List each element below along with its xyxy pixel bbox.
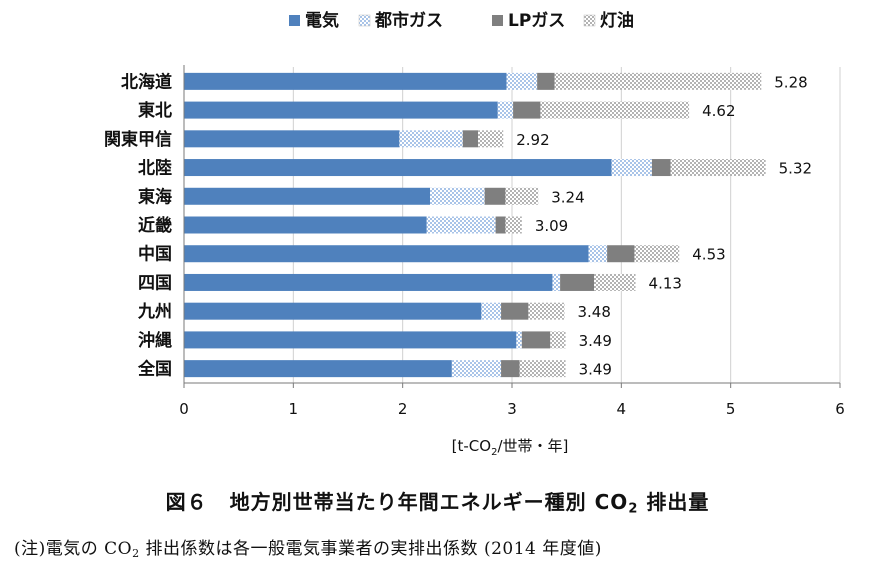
legend-label-2: 都市ガス <box>374 10 443 31</box>
bar-segment-4-10 <box>550 331 566 349</box>
caption-title-subscript: 2 <box>628 501 639 517</box>
bar-segment-2-1 <box>506 72 538 90</box>
legend-swatch-1 <box>289 15 300 26</box>
total-label-9: 3.48 <box>577 303 610 321</box>
legend-label-1: 電気 <box>305 10 339 31</box>
bars <box>184 72 766 378</box>
figure-caption: 図６ 地方別世帯当たり年間エネルギー種別 CO2 排出量 <box>0 486 875 516</box>
bar-segment-1-8 <box>184 273 553 291</box>
x-tick-label-1: 1 <box>289 400 299 418</box>
bar-segment-2-2 <box>497 101 514 119</box>
bar-segment-4-1 <box>554 72 762 90</box>
footnote-subscript: 2 <box>132 546 140 560</box>
legend-label-3: LPガス <box>508 11 565 31</box>
legend-label-4: 灯油 <box>600 10 634 31</box>
bar-segment-4-5 <box>505 187 539 205</box>
bar-segment-1-6 <box>184 216 427 234</box>
bar-segment-1-1 <box>184 72 507 90</box>
bar-segment-2-10 <box>516 331 522 349</box>
total-label-1: 5.28 <box>774 73 807 91</box>
bar-segment-3-11 <box>501 360 520 378</box>
footnote-part2: 排出係数は各一般電気事業者の実排出係数 (2014 年度値) <box>139 539 602 559</box>
bar-segment-4-8 <box>594 273 636 291</box>
bar-segment-3-10 <box>521 331 551 349</box>
bar-segment-2-5 <box>430 187 485 205</box>
y-category-label-2: 東北 <box>138 100 172 121</box>
caption-title-part2: 排出量 <box>638 490 710 514</box>
x-tick-label-5: 5 <box>726 400 736 418</box>
caption-title-part1: 地方別世帯当たり年間エネルギー種別 CO <box>229 490 629 514</box>
bar-segment-3-7 <box>607 245 635 263</box>
bar-segment-1-4 <box>184 159 612 177</box>
data-labels: 5.28 4.62 2.92 5.32 3.24 3.09 4.53 4.13 3.48 3.49… <box>516 73 812 378</box>
bar-segment-2-8 <box>552 273 561 291</box>
y-category-label-10: 沖縄 <box>138 330 172 351</box>
legend-swatch-2 <box>358 14 371 27</box>
bar-segment-1-7 <box>184 245 589 263</box>
bar-segment-4-3 <box>478 130 504 148</box>
total-label-8: 4.13 <box>649 274 682 292</box>
bar-segment-4-11 <box>519 360 566 378</box>
chart-area: 5.28 4.62 2.92 5.32 3.24 3.09 4.53 4.13 3.48 3.49… <box>104 10 845 458</box>
total-label-10: 3.49 <box>579 332 612 350</box>
bar-segment-1-11 <box>184 360 452 378</box>
bar-segment-2-4 <box>611 159 652 177</box>
y-category-label-7: 中国 <box>138 244 172 265</box>
legend: 電気 都市ガス LPガス 灯油 <box>289 10 634 31</box>
bar-segment-3-5 <box>484 187 506 205</box>
stacked-bar-chart: 5.28 4.62 2.92 5.32 3.24 3.09 4.53 4.13 3.48 3.49… <box>104 10 845 458</box>
bar-segment-2-3 <box>399 130 463 148</box>
bar-segment-3-2 <box>513 101 541 119</box>
y-category-label-8: 四国 <box>138 273 172 293</box>
bar-segment-3-9 <box>501 302 529 320</box>
y-category-label-9: 九州 <box>137 302 172 322</box>
x-tick-label-0: 0 <box>179 400 189 418</box>
bar-segment-3-1 <box>537 72 555 90</box>
y-category-label-3: 関東甲信 <box>104 129 172 150</box>
bar-segment-2-11 <box>451 360 502 378</box>
x-tick-label-3: 3 <box>507 400 517 418</box>
footnote: (注)電気の CO2 排出係数は各一般電気事業者の実排出係数 (2014 年度値… <box>14 534 602 560</box>
y-category-label-6: 近畿 <box>138 215 172 236</box>
bar-segment-3-4 <box>651 159 671 177</box>
y-category-label-4: 北陸 <box>138 158 172 179</box>
total-label-2: 4.62 <box>702 102 735 120</box>
bar-segment-3-8 <box>560 273 594 291</box>
bar-segment-2-6 <box>426 216 496 234</box>
bar-segment-3-3 <box>462 130 479 148</box>
bar-segment-1-10 <box>184 331 517 349</box>
bar-segment-4-4 <box>670 159 766 177</box>
bar-segment-2-9 <box>481 302 502 320</box>
bar-segment-4-2 <box>540 101 690 119</box>
y-category-label-5: 東海 <box>138 186 172 207</box>
bar-segment-1-3 <box>184 130 400 148</box>
footnote-part1: (注)電気の CO <box>14 539 133 559</box>
bar-segment-4-7 <box>634 245 680 263</box>
bar-segment-1-5 <box>184 187 430 205</box>
total-label-7: 4.53 <box>692 246 725 264</box>
legend-swatch-4 <box>583 14 596 27</box>
bar-segment-4-6 <box>505 216 522 234</box>
bar-segment-4-9 <box>528 302 565 320</box>
x-tick-label-6: 6 <box>835 400 845 418</box>
bar-segment-1-9 <box>184 302 482 320</box>
x-tick-label-4: 4 <box>617 400 627 418</box>
y-category-label-1: 北海道 <box>121 71 172 92</box>
total-label-4: 5.32 <box>779 160 812 178</box>
y-category-label-11: 全国 <box>137 359 172 380</box>
bar-segment-1-2 <box>184 101 498 119</box>
total-label-3: 2.92 <box>516 131 549 149</box>
total-label-5: 3.24 <box>551 188 584 206</box>
total-label-6: 3.09 <box>535 217 568 235</box>
x-axis-label: [t-CO2/世帯・年] <box>452 437 569 458</box>
legend-swatch-3 <box>492 15 503 26</box>
bar-segment-2-7 <box>588 245 608 263</box>
figure-number: 図６ <box>165 490 208 514</box>
x-tick-label-2: 2 <box>398 400 408 418</box>
total-label-11: 3.49 <box>579 361 612 379</box>
bar-segment-3-6 <box>495 216 506 234</box>
